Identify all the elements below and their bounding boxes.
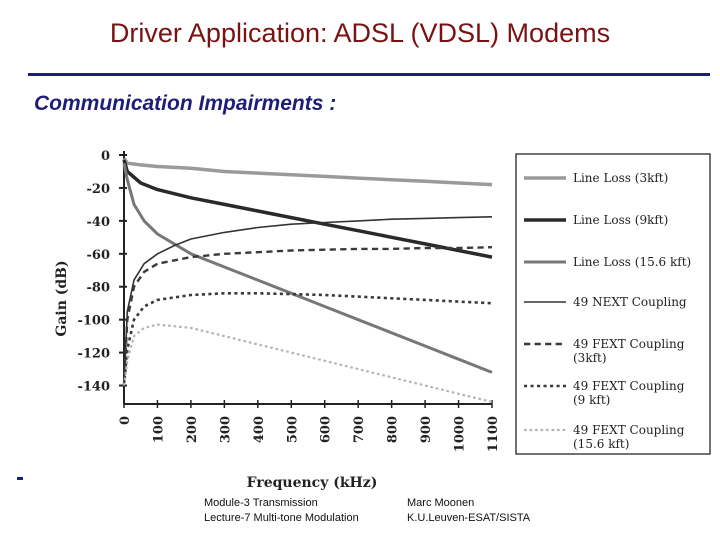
y-tick-label: -100	[77, 314, 110, 329]
footer-affiliation: K.U.Leuven-ESAT/SISTA	[407, 512, 531, 524]
series-line-3	[122, 162, 493, 374]
footer-lecture: Lecture-7 Multi-tone Modulation	[204, 512, 359, 524]
legend-label-1: Line Loss (3kft)	[573, 171, 668, 185]
footer-author: Marc Moonen	[407, 497, 475, 509]
series-line-4	[123, 216, 493, 386]
y-tick-label: -40	[87, 215, 111, 230]
y-tick-label: -60	[87, 248, 111, 263]
series-line-5	[122, 246, 493, 386]
y-tick-label: 0	[101, 149, 110, 164]
series-line-7	[122, 323, 493, 404]
series-line-6	[122, 291, 493, 386]
x-tick-label: 900	[419, 416, 434, 443]
series-line-1	[122, 157, 493, 187]
legend-label-2: Line Loss (9kft)	[573, 213, 668, 227]
x-tick-label: 700	[352, 416, 367, 443]
y-tick-label: -80	[87, 281, 111, 296]
x-tick-label: 400	[252, 416, 267, 443]
x-tick-label: 1100	[486, 416, 501, 452]
x-tick-label: 500	[285, 416, 300, 443]
slide-title: Driver Application: ADSL (VDSL) Modems	[109, 18, 611, 48]
x-tick-label: 800	[386, 416, 401, 443]
legend-label-7: 49 FEXT Coupling (15.6 kft)	[573, 423, 685, 451]
x-tick-label: 1000	[453, 416, 468, 452]
y-tick-label: -140	[77, 380, 110, 395]
x-axis-label: Frequency (kHz)	[247, 475, 378, 491]
bullet-marker	[17, 477, 23, 480]
y-tick-label: -20	[87, 182, 111, 197]
y-tick-label: -120	[77, 347, 110, 362]
x-tick-label: 300	[218, 416, 233, 443]
x-tick-label: 600	[319, 416, 334, 443]
legend-label-5: 49 FEXT Coupling (3kft)	[573, 337, 685, 365]
legend-label-3: Line Loss (15.6 kft)	[573, 255, 691, 269]
footer-module: Module-3 Transmission	[204, 497, 318, 509]
legend-box	[515, 153, 711, 455]
x-tick-label: 100	[151, 416, 166, 443]
footer-author-info: Marc Moonen K.U.Leuven-ESAT/SISTA	[407, 496, 530, 526]
footer-course-info: Module-3 Transmission Lecture-7 Multi-to…	[204, 496, 359, 526]
y-axis-label: Gain (dB)	[54, 260, 70, 336]
legend-label-4: 49 NEXT Coupling	[573, 295, 687, 309]
title-divider	[28, 73, 710, 76]
x-tick-label: 200	[185, 416, 200, 443]
series-line-2	[122, 159, 493, 259]
legend-label-6: 49 FEXT Coupling (9 kft)	[573, 379, 685, 407]
x-tick-label: 0	[118, 416, 133, 425]
slide-subtitle: Communication Impairments :	[34, 92, 337, 115]
